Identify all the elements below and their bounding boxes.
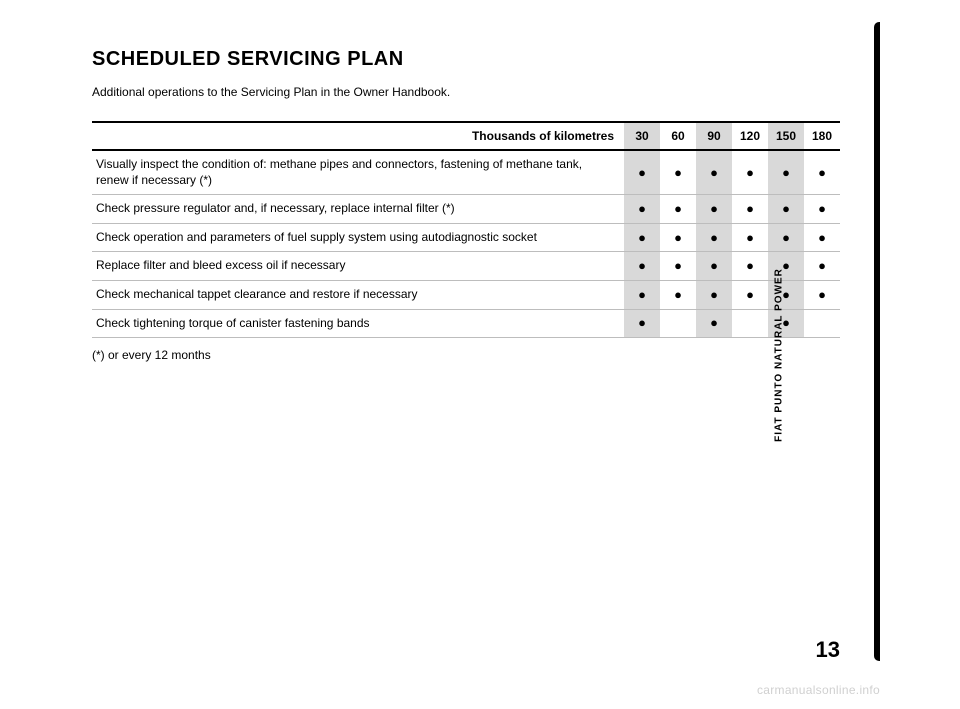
- mark-cell: ●: [660, 252, 696, 281]
- mark-cell: [804, 309, 840, 338]
- dot-icon: ●: [638, 165, 646, 180]
- dot-icon: ●: [818, 230, 826, 245]
- col-header: 150: [768, 122, 804, 150]
- row-description: Check tightening torque of canister fast…: [92, 309, 624, 338]
- mark-cell: [660, 309, 696, 338]
- table-row: Check tightening torque of canister fast…: [92, 309, 840, 338]
- col-header: 180: [804, 122, 840, 150]
- table-body: Visually inspect the condition of: metha…: [92, 150, 840, 338]
- dot-icon: ●: [674, 201, 682, 216]
- dot-icon: ●: [710, 165, 718, 180]
- table-row: Visually inspect the condition of: metha…: [92, 150, 840, 195]
- mark-cell: ●: [732, 150, 768, 195]
- dot-icon: ●: [674, 287, 682, 302]
- side-tab: [874, 22, 880, 661]
- page-title: SCHEDULED SERVICING PLAN: [92, 48, 840, 71]
- mark-cell: [732, 309, 768, 338]
- mark-cell: ●: [624, 252, 660, 281]
- dot-icon: ●: [638, 287, 646, 302]
- row-description: Check operation and parameters of fuel s…: [92, 223, 624, 252]
- dot-icon: ●: [710, 230, 718, 245]
- col-header: 30: [624, 122, 660, 150]
- side-section-label: FIAT PUNTO NATURAL POWER: [774, 268, 785, 442]
- mark-cell: ●: [804, 252, 840, 281]
- mark-cell: ●: [624, 309, 660, 338]
- dot-icon: ●: [638, 315, 646, 330]
- dot-icon: ●: [746, 258, 754, 273]
- mark-cell: ●: [732, 223, 768, 252]
- mark-cell: ●: [696, 309, 732, 338]
- mark-cell: ●: [660, 223, 696, 252]
- dot-icon: ●: [746, 165, 754, 180]
- dot-icon: ●: [710, 315, 718, 330]
- table-header: Thousands of kilometres 30 60 90 120 150…: [92, 122, 840, 150]
- dot-icon: ●: [710, 201, 718, 216]
- row-description: Check pressure regulator and, if necessa…: [92, 195, 624, 224]
- dot-icon: ●: [638, 258, 646, 273]
- mark-cell: ●: [624, 223, 660, 252]
- mark-cell: ●: [804, 150, 840, 195]
- dot-icon: ●: [710, 287, 718, 302]
- mark-cell: ●: [696, 223, 732, 252]
- mark-cell: ●: [804, 223, 840, 252]
- dot-icon: ●: [674, 230, 682, 245]
- dot-icon: ●: [710, 258, 718, 273]
- mark-cell: ●: [732, 252, 768, 281]
- dot-icon: ●: [674, 258, 682, 273]
- mark-cell: ●: [624, 195, 660, 224]
- mark-cell: ●: [696, 150, 732, 195]
- mark-cell: ●: [696, 252, 732, 281]
- dot-icon: ●: [638, 201, 646, 216]
- header-label: Thousands of kilometres: [92, 122, 624, 150]
- mark-cell: ●: [768, 223, 804, 252]
- mark-cell: ●: [768, 195, 804, 224]
- row-description: Replace filter and bleed excess oil if n…: [92, 252, 624, 281]
- table-row: Replace filter and bleed excess oil if n…: [92, 252, 840, 281]
- table-row: Check pressure regulator and, if necessa…: [92, 195, 840, 224]
- dot-icon: ●: [746, 287, 754, 302]
- mark-cell: ●: [660, 150, 696, 195]
- mark-cell: ●: [660, 280, 696, 309]
- dot-icon: ●: [782, 201, 790, 216]
- mark-cell: ●: [732, 195, 768, 224]
- dot-icon: ●: [746, 201, 754, 216]
- col-header: 120: [732, 122, 768, 150]
- page-number: 13: [816, 637, 840, 663]
- page-subtitle: Additional operations to the Servicing P…: [92, 85, 840, 99]
- row-description: Check mechanical tappet clearance and re…: [92, 280, 624, 309]
- mark-cell: ●: [804, 280, 840, 309]
- dot-icon: ●: [638, 230, 646, 245]
- table-row: Check mechanical tappet clearance and re…: [92, 280, 840, 309]
- dot-icon: ●: [818, 287, 826, 302]
- row-description: Visually inspect the condition of: metha…: [92, 150, 624, 195]
- dot-icon: ●: [782, 230, 790, 245]
- page-container: FIAT PUNTO NATURAL POWER SCHEDULED SERVI…: [0, 0, 960, 709]
- mark-cell: ●: [624, 280, 660, 309]
- dot-icon: ●: [782, 165, 790, 180]
- mark-cell: ●: [732, 280, 768, 309]
- table-row: Check operation and parameters of fuel s…: [92, 223, 840, 252]
- dot-icon: ●: [746, 230, 754, 245]
- mark-cell: ●: [768, 150, 804, 195]
- dot-icon: ●: [818, 165, 826, 180]
- mark-cell: ●: [696, 280, 732, 309]
- col-header: 90: [696, 122, 732, 150]
- col-header: 60: [660, 122, 696, 150]
- dot-icon: ●: [818, 258, 826, 273]
- footnote: (*) or every 12 months: [92, 348, 840, 362]
- watermark: carmanualsonline.info: [757, 683, 880, 697]
- servicing-table: Thousands of kilometres 30 60 90 120 150…: [92, 121, 840, 338]
- mark-cell: ●: [696, 195, 732, 224]
- mark-cell: ●: [624, 150, 660, 195]
- dot-icon: ●: [674, 165, 682, 180]
- dot-icon: ●: [818, 201, 826, 216]
- mark-cell: ●: [660, 195, 696, 224]
- mark-cell: ●: [804, 195, 840, 224]
